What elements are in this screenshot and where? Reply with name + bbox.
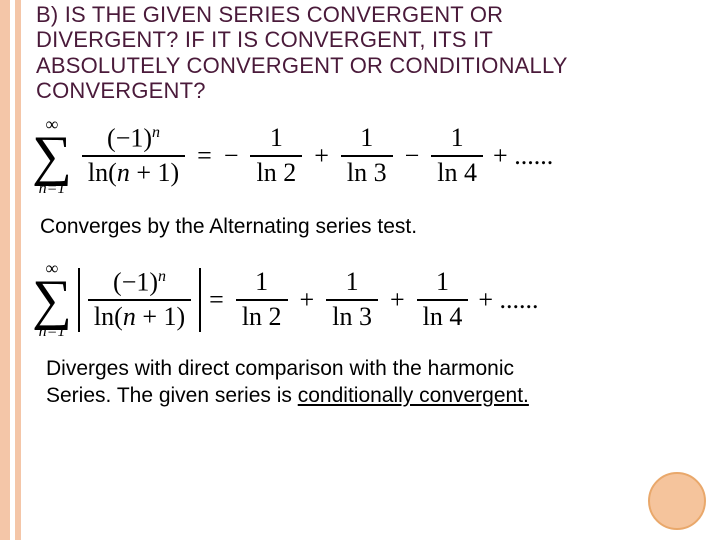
sigma-2-symbol: ∑ [32,277,72,325]
title-line-3: ABSOLUTELY CONVERGENT OR CONDITIONALLY [36,53,568,78]
equation-1: ∞ ∑ n=1 (−1)n ln(n + 1) = − 1 ln 2 + 1 l… [32,115,704,197]
sigma-2-lower: n=1 [39,324,66,340]
eq1-plus1: + [314,141,329,171]
eq1-minus2: − [405,141,420,171]
eq1-main-den: ln(n + 1) [82,159,185,188]
sigma-1-symbol: ∑ [32,133,72,181]
eq1-neg: − [224,141,239,171]
eq2-dots: + ...... [478,285,538,315]
eq2-main-num: (−1)n [107,268,172,297]
frac-bar [82,155,185,157]
abs-left-bar [78,268,80,332]
slide-content: B) IS THE GIVEN SERIES CONVERGENT OR DIV… [30,0,710,540]
note-divergence: Diverges with direct comparison with the… [46,356,704,409]
eq2-equals: = [209,285,224,315]
eq1-t2: 1 ln 3 [341,124,393,187]
title-line-1: B) IS THE GIVEN SERIES CONVERGENT OR [36,2,503,27]
eq2-t1: 1 ln 2 [236,268,288,331]
sigma-1-lower: n=1 [39,181,66,197]
eq1-t1: 1 ln 2 [250,124,302,187]
left-accent-bar [15,0,21,540]
eq2-main-frac: (−1)n ln(n + 1) [88,268,191,332]
eq2-plus2: + [390,285,405,315]
abs-right-bar [199,268,201,332]
title-line-2: DIVERGENT? IF IT IS CONVERGENT, ITS IT [36,27,493,52]
eq1-t3: 1 ln 4 [431,124,483,187]
note-alternating: Converges by the Alternating series test… [40,215,704,239]
eq2-t2: 1 ln 3 [326,268,378,331]
slide-title: B) IS THE GIVEN SERIES CONVERGENT OR DIV… [36,2,704,103]
note2-line2-pre: Series. The given series is [46,384,298,407]
eq1-equals: = [197,141,212,171]
eq1-main-frac: (−1)n ln(n + 1) [82,124,185,188]
eq1-main-num: (−1)n [101,124,166,153]
eq2-abs: (−1)n ln(n + 1) [76,268,203,332]
note2-line1: Diverges with direct comparison with the… [46,357,514,380]
equation-2: ∞ ∑ n=1 (−1)n ln(n + 1) = 1 ln 2 + 1 ln … [32,259,704,341]
sigma-2: ∞ ∑ n=1 [32,259,72,341]
left-border-bar [0,0,10,540]
eq1-dots: + ...... [493,141,553,171]
title-line-4: CONVERGENT? [36,78,206,103]
eq2-plus1: + [300,285,315,315]
sigma-1: ∞ ∑ n=1 [32,115,72,197]
eq2-t3: 1 ln 4 [417,268,469,331]
note2-conclusion: conditionally convergent. [298,384,529,407]
eq2-main-den: ln(n + 1) [88,303,191,332]
decorative-circle-icon [648,472,706,530]
